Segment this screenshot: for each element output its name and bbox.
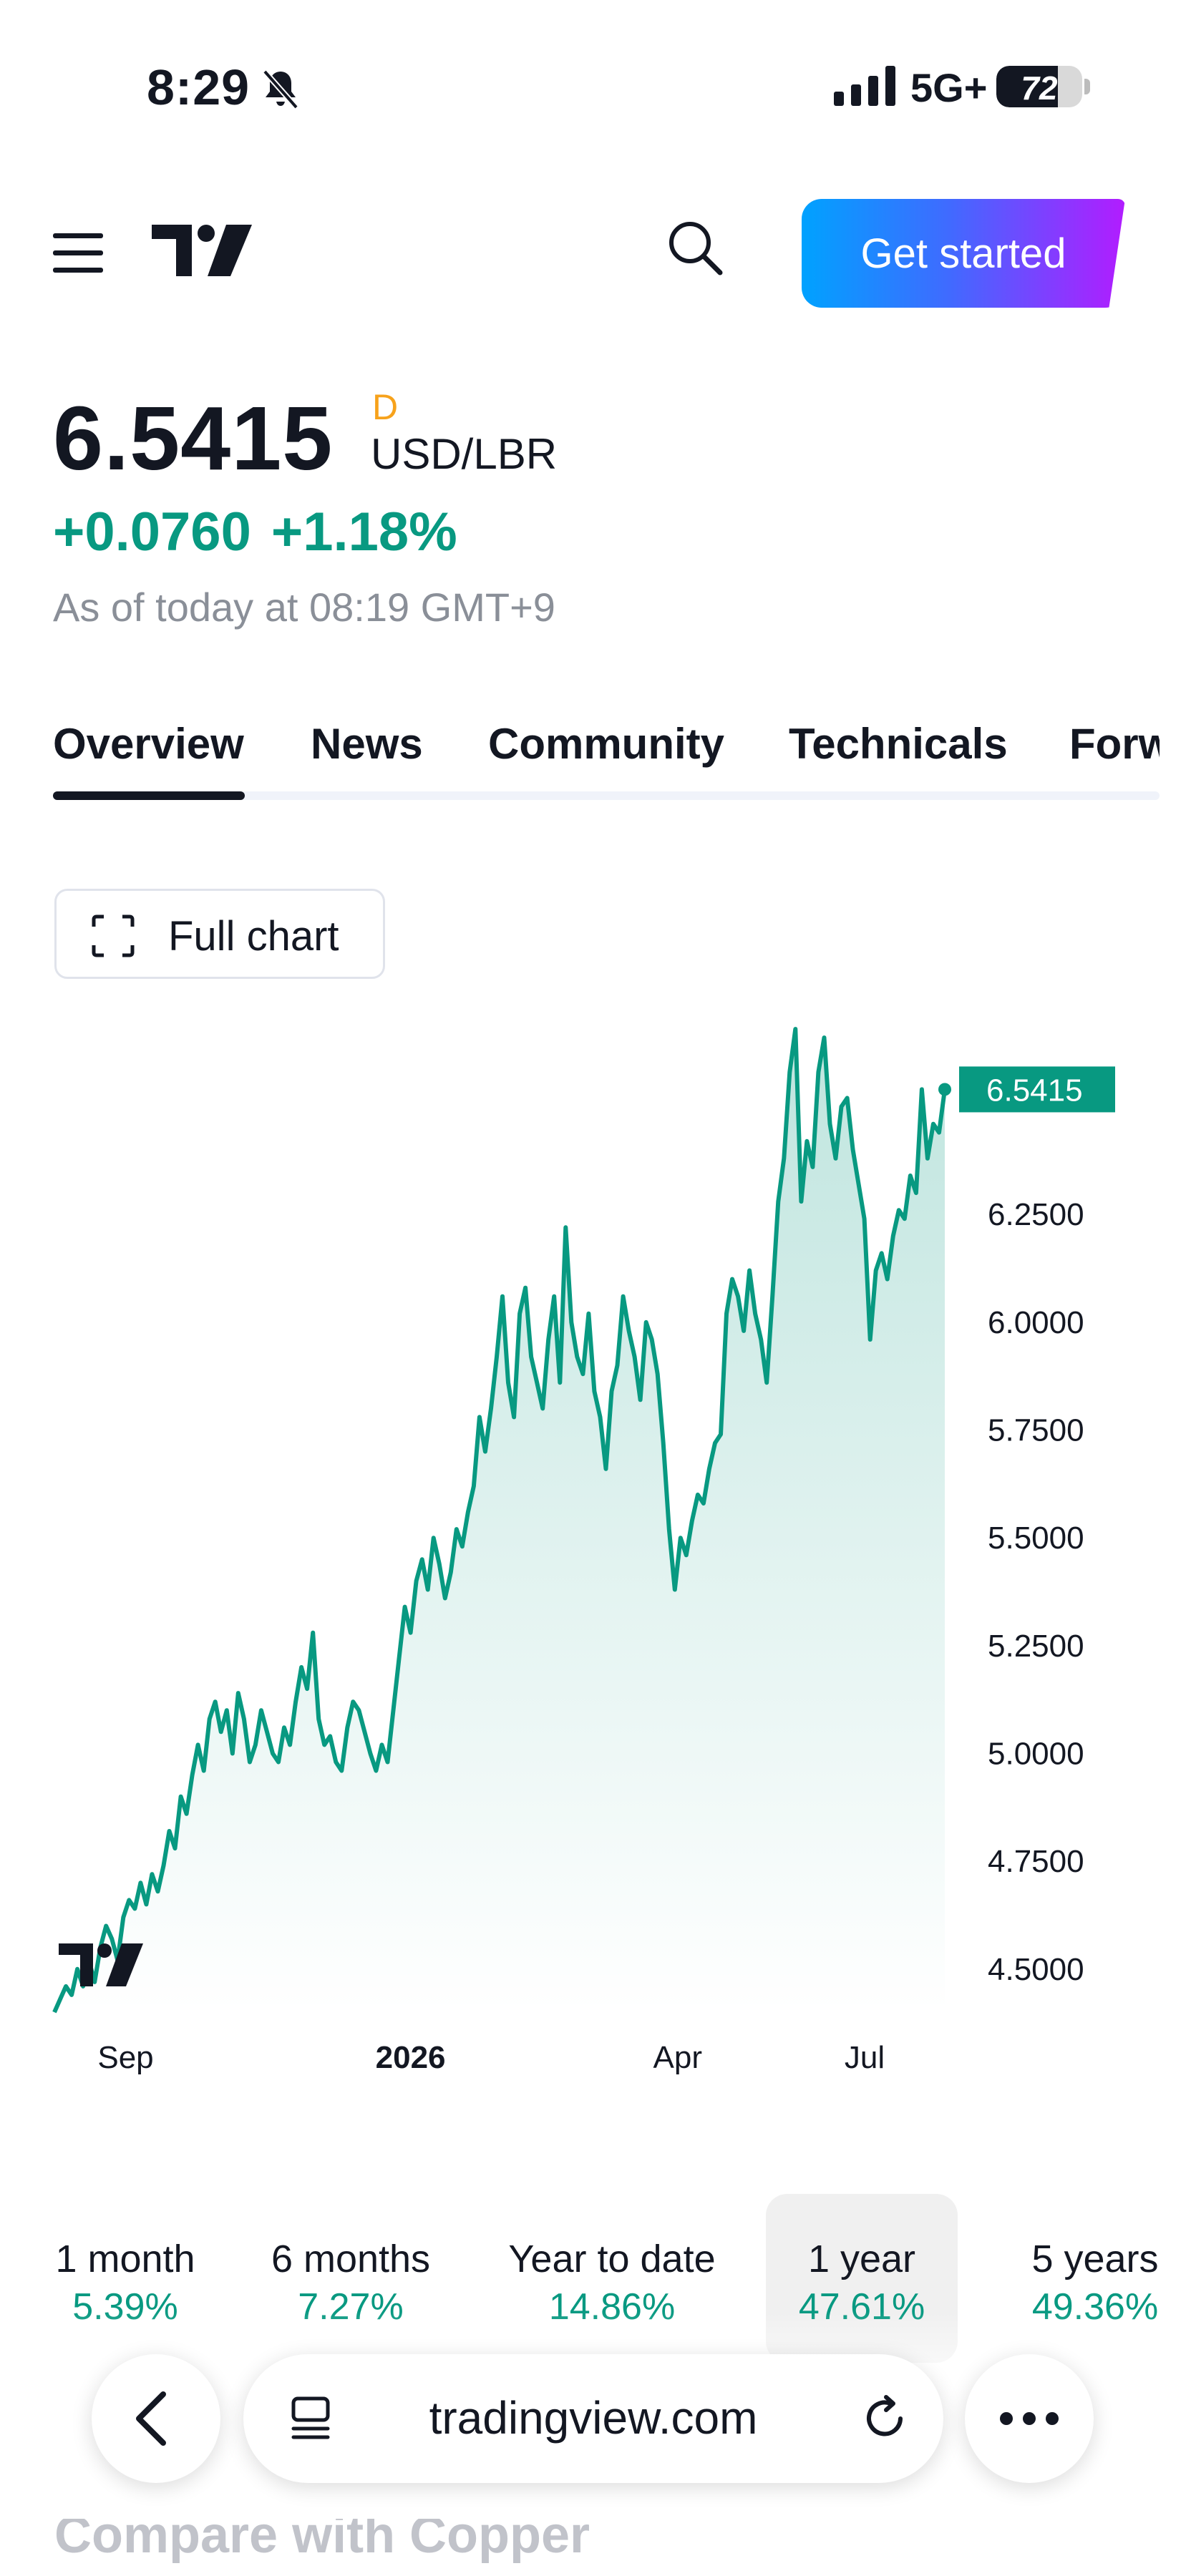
chart-series-line bbox=[52, 1027, 947, 2014]
tab-forward[interactable]: Forw bbox=[1069, 720, 1160, 768]
chevron-left-icon bbox=[136, 2391, 166, 2446]
status-bar: 8:29 5G+ 72 bbox=[0, 0, 1186, 172]
x-axis-tick-label: 2026 bbox=[376, 2040, 446, 2075]
address-bar[interactable]: tradingview.com bbox=[243, 2354, 943, 2483]
price-chart-svg: 4.5000 4.7500 5.0000 5.2500 5.5000 5.7500 6.00… bbox=[52, 1027, 1115, 2075]
delayed-flag[interactable]: D bbox=[372, 387, 399, 427]
price-change: +0.0760 +1.18% bbox=[53, 501, 477, 563]
tab-news[interactable]: News bbox=[311, 720, 423, 768]
tabs-track bbox=[53, 791, 1160, 800]
x-axis-tick-label: Jul bbox=[845, 2040, 885, 2075]
battery-icon: 72 bbox=[996, 66, 1082, 107]
change-absolute: +0.0760 bbox=[53, 502, 251, 562]
x-axis-tick-label: Apr bbox=[653, 2040, 702, 2075]
browser-more-button[interactable] bbox=[965, 2354, 1094, 2483]
get-started-button[interactable]: Get started bbox=[802, 199, 1125, 308]
period-label: 6 months bbox=[271, 2238, 431, 2280]
y-axis-tick-label: 5.5000 bbox=[988, 1521, 1084, 1556]
change-percent: +1.18% bbox=[271, 502, 457, 562]
price-chart[interactable]: 4.5000 4.7500 5.0000 5.2500 5.5000 5.7500 6.00… bbox=[43, 1016, 1186, 2118]
bell-off-icon bbox=[262, 69, 299, 109]
y-axis-tick-label: 5.7500 bbox=[988, 1413, 1084, 1448]
tab-community[interactable]: Community bbox=[488, 720, 724, 768]
tab-technicals[interactable]: Technicals bbox=[789, 720, 1008, 768]
y-axis-tick-label: 6.0000 bbox=[988, 1305, 1084, 1340]
network-type: 5G+ bbox=[910, 65, 988, 110]
active-tab-indicator bbox=[53, 791, 245, 800]
currency-pair: USD/LBR bbox=[371, 430, 558, 478]
chart-area-fill bbox=[54, 1029, 945, 2013]
period-label: 5 years bbox=[1031, 2238, 1159, 2280]
y-axis-tick-label: 4.5000 bbox=[988, 1952, 1084, 1987]
status-time: 8:29 bbox=[147, 59, 251, 115]
section-tabs: Overview News Community Technicals Forw bbox=[53, 719, 1160, 805]
y-axis-tick-label: 4.7500 bbox=[988, 1844, 1084, 1879]
y-axis-tick-label: 5.0000 bbox=[988, 1736, 1084, 1771]
battery-level: 72 bbox=[1021, 69, 1058, 107]
period-label: 1 year bbox=[807, 2238, 916, 2280]
period-label: Year to date bbox=[508, 2238, 716, 2280]
chart-watermark-logo bbox=[59, 1943, 143, 1986]
browser-back-button[interactable] bbox=[92, 2354, 220, 2483]
url-text: tradingview.com bbox=[429, 2392, 758, 2444]
last-price-label-bg bbox=[959, 1066, 1115, 1113]
full-chart-label: Full chart bbox=[168, 913, 339, 960]
tradingview-logo[interactable] bbox=[152, 225, 252, 276]
reload-icon[interactable] bbox=[859, 2393, 910, 2444]
period-selector: 1 month 5.39% 6 months 7.27% Year to dat… bbox=[0, 2194, 1186, 2366]
signal-icon bbox=[834, 66, 895, 106]
fullscreen-icon bbox=[92, 914, 135, 957]
last-price-label: 6.5415 bbox=[986, 1073, 1083, 1108]
tab-overview-icon bbox=[291, 2396, 330, 2439]
x-axis-tick-label: Sep bbox=[97, 2040, 153, 2075]
search-icon[interactable] bbox=[666, 218, 724, 277]
y-axis-tick-label: 6.2500 bbox=[988, 1197, 1084, 1232]
tab-overview[interactable]: Overview bbox=[53, 720, 244, 768]
current-price: 6.5415 bbox=[53, 388, 334, 489]
period-label: 1 month bbox=[55, 2238, 195, 2280]
full-chart-button[interactable]: Full chart bbox=[54, 889, 385, 979]
as-of-timestamp: As of today at 08:19 GMT+9 bbox=[53, 585, 555, 630]
battery-tip bbox=[1084, 79, 1090, 94]
y-axis-tick-label: 5.2500 bbox=[988, 1629, 1084, 1664]
hamburger-menu-icon[interactable] bbox=[53, 233, 103, 273]
more-dots-icon bbox=[1000, 2412, 1059, 2425]
chart-last-point bbox=[938, 1083, 951, 1096]
